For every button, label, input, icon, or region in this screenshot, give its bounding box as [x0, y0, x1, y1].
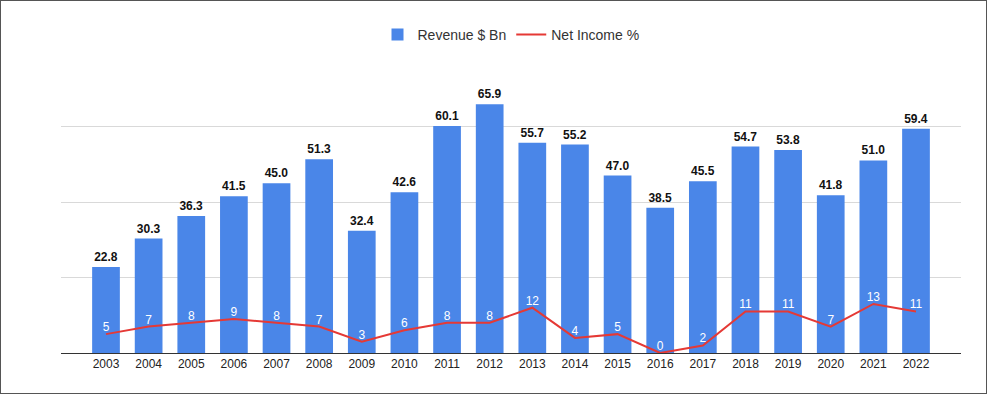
svg-text:2009: 2009	[348, 357, 375, 371]
svg-text:Net Income %: Net Income %	[551, 27, 639, 43]
svg-text:2011: 2011	[434, 357, 460, 371]
svg-text:38.5: 38.5	[648, 191, 672, 205]
svg-text:2005: 2005	[178, 357, 205, 371]
svg-text:65.9: 65.9	[478, 87, 502, 101]
svg-text:55.7: 55.7	[520, 126, 544, 140]
svg-text:2021: 2021	[860, 357, 887, 371]
svg-text:12: 12	[526, 294, 540, 308]
svg-text:6: 6	[401, 316, 408, 330]
svg-text:42.6: 42.6	[393, 175, 417, 189]
svg-text:4: 4	[572, 324, 579, 338]
svg-text:7: 7	[827, 313, 834, 327]
svg-text:5: 5	[103, 320, 110, 334]
svg-text:2015: 2015	[604, 357, 631, 371]
svg-text:47.0: 47.0	[606, 159, 630, 173]
svg-text:7: 7	[145, 313, 152, 327]
svg-text:11: 11	[910, 297, 923, 311]
svg-text:3: 3	[358, 328, 365, 342]
svg-text:41.5: 41.5	[222, 179, 246, 193]
svg-text:8: 8	[486, 309, 493, 323]
svg-text:8: 8	[444, 309, 451, 323]
svg-text:45.5: 45.5	[691, 164, 715, 178]
svg-text:2007: 2007	[263, 357, 290, 371]
svg-text:51.3: 51.3	[307, 142, 331, 156]
svg-text:54.7: 54.7	[734, 130, 758, 144]
svg-text:2017: 2017	[689, 357, 716, 371]
svg-text:2008: 2008	[306, 357, 333, 371]
svg-text:41.8: 41.8	[819, 178, 843, 192]
svg-text:Revenue $ Bn: Revenue $ Bn	[418, 27, 507, 43]
svg-text:8: 8	[188, 309, 195, 323]
svg-text:55.2: 55.2	[563, 128, 587, 142]
svg-text:36.3: 36.3	[179, 199, 203, 213]
svg-text:2016: 2016	[647, 357, 674, 371]
svg-text:0: 0	[657, 339, 664, 353]
svg-text:8: 8	[273, 309, 280, 323]
svg-text:59.4: 59.4	[904, 112, 928, 126]
svg-text:51.0: 51.0	[862, 143, 886, 157]
svg-text:5: 5	[614, 320, 621, 334]
svg-text:2012: 2012	[476, 357, 503, 371]
svg-text:32.4: 32.4	[350, 214, 374, 228]
svg-text:53.8: 53.8	[776, 133, 800, 147]
svg-text:2019: 2019	[775, 357, 802, 371]
svg-text:2010: 2010	[391, 357, 418, 371]
svg-text:2020: 2020	[817, 357, 844, 371]
svg-text:2006: 2006	[221, 357, 248, 371]
svg-text:2014: 2014	[562, 357, 589, 371]
svg-text:13: 13	[867, 290, 881, 304]
svg-text:7: 7	[316, 313, 323, 327]
svg-text:2: 2	[699, 331, 706, 345]
svg-text:22.8: 22.8	[94, 250, 118, 264]
svg-text:9: 9	[231, 305, 238, 319]
svg-text:45.0: 45.0	[265, 166, 289, 180]
svg-text:2022: 2022	[903, 357, 930, 371]
svg-text:11: 11	[782, 297, 795, 311]
svg-text:60.1: 60.1	[435, 109, 459, 123]
svg-text:2013: 2013	[519, 357, 546, 371]
svg-text:2004: 2004	[135, 357, 162, 371]
svg-text:2003: 2003	[93, 357, 120, 371]
svg-text:2018: 2018	[732, 357, 759, 371]
svg-text:30.3: 30.3	[137, 222, 161, 236]
svg-text:11: 11	[739, 297, 752, 311]
